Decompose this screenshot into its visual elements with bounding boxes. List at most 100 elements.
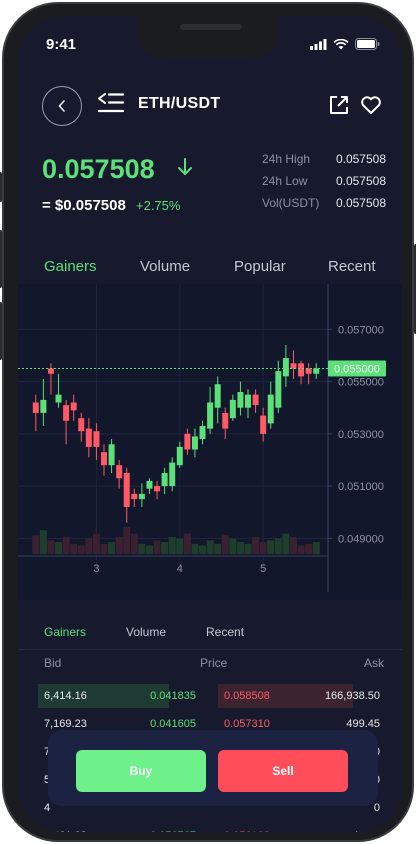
candle-body	[275, 371, 282, 408]
volume-bar	[274, 538, 282, 554]
time-tick-label: 3	[93, 563, 99, 575]
stat-value: 0.057508	[335, 152, 386, 166]
candle-body	[169, 462, 176, 487]
usd-value: = $0.057508	[42, 197, 126, 214]
candle-body	[63, 405, 70, 421]
candle-body	[131, 493, 138, 500]
ask-price: 0.057310	[224, 718, 270, 730]
chevron-left-icon	[58, 100, 65, 112]
market-tabs: Gainers Volume Popular Recent	[18, 258, 402, 282]
candle-body	[222, 412, 229, 429]
candle-body	[108, 444, 115, 466]
back-button[interactable]	[42, 86, 82, 126]
bid-amount: 7,169.23	[44, 718, 87, 730]
ask-amount: 4,455	[280, 830, 380, 832]
subtab-gainers[interactable]: Gainers	[44, 625, 87, 639]
wifi-icon	[333, 38, 349, 49]
candle-body	[116, 465, 123, 479]
volume-bar	[130, 533, 138, 554]
price-header: Price	[200, 656, 228, 670]
volume-bar	[62, 537, 70, 554]
candle-body	[93, 431, 100, 447]
candlestick-chart[interactable]: 0.055000 0.057000 0.055000 0.053000 0.051000…	[18, 284, 402, 600]
orderbook-row[interactable]: 6,414.16 0.041835 0.058508 166,938.50	[18, 682, 402, 710]
volume-bar	[297, 545, 305, 554]
volume-bar	[199, 545, 207, 554]
volume-bar	[259, 542, 267, 554]
volume-bar	[47, 540, 55, 554]
share-icon[interactable]	[328, 94, 350, 116]
orderbook-row[interactable]: 5,561.02 0.056767 0.056102 4,455	[18, 822, 402, 832]
power-button	[414, 244, 416, 334]
ticker-stats: 24h High 0.057508 24h Low 0.057508 Vol(U…	[262, 152, 386, 218]
stat-row-low: 24h Low 0.057508	[262, 174, 386, 196]
volume-bar	[183, 533, 191, 554]
menu-icon[interactable]	[98, 92, 124, 114]
candle-body	[40, 399, 47, 413]
bid-amount: 5,561.02	[44, 830, 87, 832]
candle-body	[313, 368, 320, 374]
volume-bar	[191, 543, 199, 554]
buy-button[interactable]: Buy	[76, 750, 206, 792]
candle-body	[282, 358, 289, 377]
price-tick-label: 0.055000	[338, 377, 384, 389]
stat-row-volume: Vol(USDT) 0.057508	[262, 196, 386, 218]
volume-bar	[236, 542, 244, 554]
volume-bar	[206, 540, 214, 554]
volume-bar	[85, 538, 93, 554]
stat-value: 0.057508	[335, 196, 386, 210]
volume-bar	[214, 543, 222, 554]
candle-body	[237, 392, 244, 408]
stat-label: 24h Low	[262, 174, 308, 188]
volume-bar	[282, 533, 290, 554]
current-price-label: 0.055000	[334, 364, 380, 376]
orderbook-rows: 6,414.16 0.041835 0.058508 166,938.50 7,169.…	[18, 682, 402, 832]
candle-body	[305, 368, 312, 374]
volume-bar	[32, 535, 40, 554]
candle-body	[138, 493, 145, 500]
notch	[138, 16, 278, 58]
candle-body	[176, 446, 183, 466]
volume-bar	[92, 533, 100, 554]
volume-bar	[305, 543, 313, 554]
stat-label: 24h High	[262, 152, 311, 166]
heart-icon[interactable]	[360, 94, 382, 116]
volume-bar	[244, 543, 252, 554]
stat-label: Vol(USDT)	[262, 196, 320, 210]
sell-button[interactable]: Sell	[218, 750, 348, 792]
bid-price: 0.056767	[122, 830, 196, 832]
bid-amount: 6,414.16	[44, 690, 87, 702]
bid-amount: 5	[44, 774, 50, 786]
volume-bar	[168, 537, 176, 554]
tab-recent[interactable]: Recent	[328, 258, 376, 275]
volume-bar	[267, 540, 275, 554]
tab-gainers[interactable]: Gainers	[44, 258, 97, 275]
candle-body	[207, 402, 214, 429]
ask-price: 0.056102	[224, 830, 270, 832]
subtab-volume[interactable]: Volume	[126, 625, 167, 639]
subtab-recent[interactable]: Recent	[206, 625, 245, 639]
candle-body	[214, 384, 221, 408]
tab-popular[interactable]: Popular	[234, 258, 286, 275]
candle-body	[32, 402, 39, 413]
candle-body	[252, 394, 259, 406]
price-tick-label: 0.051000	[338, 481, 384, 493]
trading-pair-title: ETH/USDT	[138, 95, 221, 112]
volume-bar	[123, 526, 131, 554]
ask-amount: 499.45	[346, 718, 380, 730]
tab-volume[interactable]: Volume	[140, 258, 191, 275]
ask-price: 0.058508	[224, 690, 270, 702]
status-icons	[310, 38, 380, 50]
stat-row-high: 24h High 0.057508	[262, 152, 386, 174]
last-price: 0.057508	[42, 154, 155, 184]
volume-bar	[77, 545, 85, 554]
candle-body	[245, 394, 251, 408]
trade-action-bar: Buy Sell	[48, 730, 378, 806]
volume-bar	[176, 538, 184, 554]
candle-body	[161, 473, 168, 487]
price-tick-label: 0.057000	[338, 324, 384, 336]
volume-bar	[39, 530, 47, 554]
volume-bar	[55, 542, 63, 554]
orderbook-row[interactable]: 7,169.23 0.041605 0.057310 499.45	[18, 710, 402, 738]
